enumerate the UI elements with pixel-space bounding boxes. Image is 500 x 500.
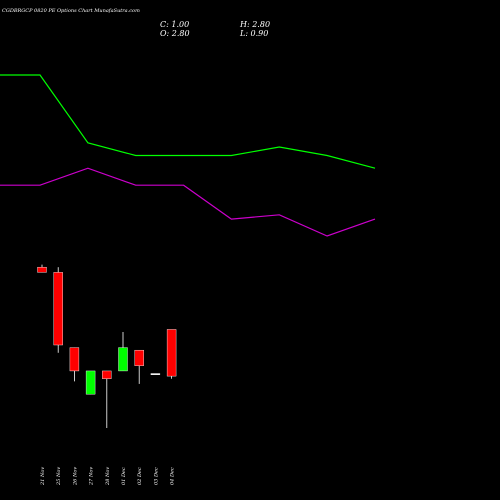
x-tick-label: 01 Dec xyxy=(121,467,127,485)
candle xyxy=(69,347,80,382)
candle xyxy=(118,332,128,372)
indicator-lines xyxy=(0,74,376,237)
candle xyxy=(37,264,47,273)
indicator-line-upper xyxy=(0,74,376,169)
candle xyxy=(102,370,112,428)
x-tick-label: 25 Nov xyxy=(56,467,62,486)
close-label: C: 1.00 xyxy=(160,20,189,29)
x-tick-label: 21 Nov xyxy=(40,467,46,486)
chart-title: CGDBRGCP 0820 PE Options Chart MunafaSut… xyxy=(2,8,140,14)
x-tick-label: 28 Nov xyxy=(105,467,111,486)
x-tick-label: 03 Dec xyxy=(153,467,159,485)
x-axis-ticks: 21 Nov 25 Nov 26 Nov 27 Nov 28 Nov 01 Dec 02 D… xyxy=(40,467,176,486)
x-tick-label: 04 Dec xyxy=(170,467,176,485)
candle-body xyxy=(37,266,47,273)
candle xyxy=(134,349,144,384)
candle-body xyxy=(134,349,144,366)
candle-body xyxy=(102,370,112,379)
candle xyxy=(53,267,63,353)
candle-body xyxy=(85,370,96,395)
candlesticks xyxy=(37,264,177,428)
high-label: H: 2.80 xyxy=(239,20,270,29)
candle-body xyxy=(166,329,177,377)
candle-body xyxy=(118,347,128,372)
x-tick-label: 26 Nov xyxy=(72,467,78,486)
low-label: L: 0.90 xyxy=(239,29,268,38)
x-tick-label: 02 Dec xyxy=(137,467,143,485)
candle xyxy=(166,329,177,379)
candle-body xyxy=(53,272,63,346)
candle-body xyxy=(150,373,161,375)
candle xyxy=(85,370,96,395)
open-label: O: 2.80 xyxy=(160,29,190,38)
candle xyxy=(150,373,161,375)
indicator-line-lower xyxy=(0,167,376,237)
x-tick-label: 27 Nov xyxy=(89,467,95,486)
candle-body xyxy=(69,347,80,372)
